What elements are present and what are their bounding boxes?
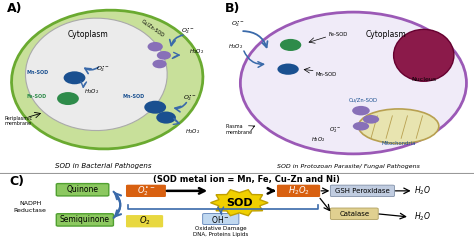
Ellipse shape [26, 18, 167, 131]
Ellipse shape [144, 101, 166, 114]
Text: $O_2^{\bullet-}$: $O_2^{\bullet-}$ [137, 184, 155, 198]
Text: $O_2$: $O_2$ [139, 215, 150, 227]
Text: $H_2O_2$: $H_2O_2$ [84, 87, 100, 96]
Text: Cu/Zn-SOD: Cu/Zn-SOD [349, 98, 378, 103]
Text: SOD in Bacterial Pathogens: SOD in Bacterial Pathogens [55, 163, 151, 169]
Text: Semiquinone: Semiquinone [60, 215, 110, 224]
Text: $H_2O$: $H_2O$ [414, 185, 431, 197]
Ellipse shape [11, 10, 203, 149]
Text: $H_2O$: $H_2O$ [414, 211, 431, 223]
Text: $H_2O_2$: $H_2O_2$ [228, 42, 243, 51]
Text: Fe-SOD: Fe-SOD [328, 32, 347, 37]
Text: Cu/Zn-SOD: Cu/Zn-SOD [140, 19, 165, 38]
Text: OH$^-$: OH$^-$ [211, 213, 230, 225]
FancyBboxPatch shape [202, 213, 239, 225]
Ellipse shape [277, 63, 299, 75]
FancyBboxPatch shape [330, 185, 394, 197]
Text: $H_2O_2$: $H_2O_2$ [185, 127, 200, 136]
Text: $O_2^{\bullet-}$: $O_2^{\bullet-}$ [231, 19, 245, 29]
Text: Mn-SOD: Mn-SOD [122, 94, 144, 99]
Text: B): B) [225, 2, 241, 15]
FancyBboxPatch shape [277, 185, 320, 197]
Text: Reductase: Reductase [14, 208, 47, 213]
Text: Cytoplasm: Cytoplasm [366, 30, 406, 39]
Text: (SOD metal ion = Mn, Fe, Cu-Zn and Ni): (SOD metal ion = Mn, Fe, Cu-Zn and Ni) [153, 175, 340, 184]
Ellipse shape [280, 39, 301, 51]
Text: Catalase: Catalase [339, 211, 369, 217]
Text: Nucleus: Nucleus [411, 77, 437, 82]
Text: Fe-SOD: Fe-SOD [26, 94, 46, 99]
Ellipse shape [358, 109, 439, 144]
Text: C): C) [9, 175, 24, 188]
Text: Mn-SOD: Mn-SOD [316, 72, 337, 77]
FancyBboxPatch shape [126, 215, 163, 227]
Text: Oxidative Damage: Oxidative Damage [195, 226, 246, 231]
Text: SOD: SOD [226, 198, 253, 208]
Text: Mitochondria: Mitochondria [382, 141, 416, 146]
Polygon shape [210, 190, 268, 216]
Ellipse shape [147, 42, 163, 51]
Text: $H_2O_2$: $H_2O_2$ [311, 136, 326, 144]
Text: GSH Peroxidase: GSH Peroxidase [335, 188, 390, 194]
Text: $O_2^{\bullet-}$: $O_2^{\bullet-}$ [96, 64, 110, 74]
Text: Periplasmic
membrane: Periplasmic membrane [5, 116, 33, 126]
Ellipse shape [157, 51, 171, 60]
FancyBboxPatch shape [56, 184, 109, 196]
Ellipse shape [352, 106, 370, 115]
Text: $H_2O_2$: $H_2O_2$ [288, 185, 310, 197]
Ellipse shape [57, 92, 79, 105]
Text: NADPH: NADPH [19, 201, 41, 206]
Ellipse shape [240, 12, 466, 154]
Text: Cytoplasm: Cytoplasm [67, 30, 108, 39]
Ellipse shape [156, 112, 176, 124]
FancyBboxPatch shape [330, 208, 378, 219]
Text: SOD in Protozoan Parasite/ Fungal Pathogens: SOD in Protozoan Parasite/ Fungal Pathog… [277, 165, 420, 169]
Text: $O_2^{\bullet-}$: $O_2^{\bullet-}$ [183, 94, 197, 103]
Text: $O_2^{\bullet-}$: $O_2^{\bullet-}$ [181, 26, 195, 36]
Text: $H_2O_2$: $H_2O_2$ [189, 47, 204, 56]
Text: Quinone: Quinone [66, 185, 99, 194]
Ellipse shape [363, 115, 379, 124]
Text: Mn-SOD: Mn-SOD [26, 70, 48, 75]
Text: DNA, Proteins Lipids: DNA, Proteins Lipids [193, 232, 248, 237]
Ellipse shape [64, 71, 85, 84]
Text: A): A) [7, 2, 22, 15]
Ellipse shape [393, 29, 454, 81]
FancyBboxPatch shape [126, 185, 166, 197]
FancyBboxPatch shape [56, 214, 113, 226]
Text: $O_2^{\bullet-}$: $O_2^{\bullet-}$ [329, 125, 342, 135]
Ellipse shape [153, 60, 167, 68]
Text: Plasma
membrane: Plasma membrane [225, 124, 253, 135]
Ellipse shape [353, 122, 369, 131]
